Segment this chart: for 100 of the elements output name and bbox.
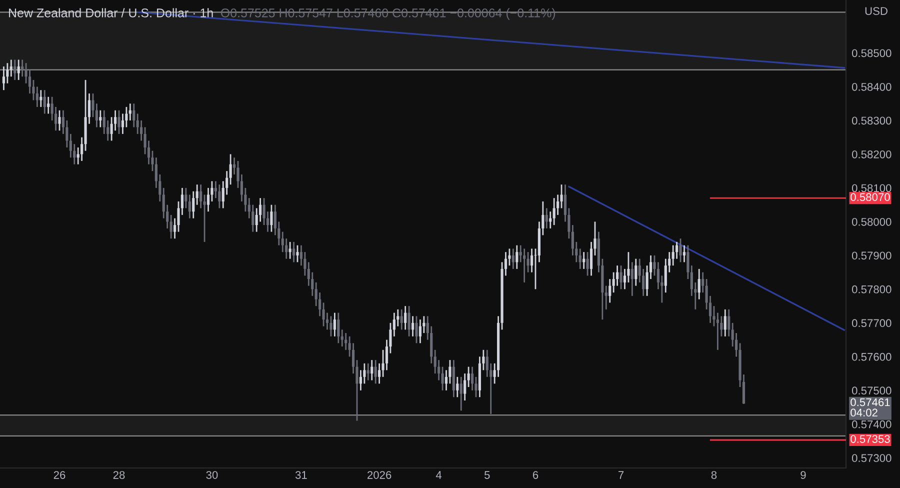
candlestick [400,308,403,330]
y-tick-label: 0.57900 [852,252,892,260]
y-tick-label: 0.58100 [852,184,892,192]
y-tick-label: 0.57600 [852,352,892,361]
x-tick-label: 5 [484,471,490,479]
candlestick [623,268,626,290]
y-tick-label: 0.58000 [852,218,892,226]
candlestick [418,318,422,344]
text: 0.57461 [850,398,890,406]
candlestick [608,278,612,304]
ref-line-label: 0.58070 [850,193,890,202]
y-axis-title: USD [865,7,888,15]
candlestick [192,190,195,220]
candlestick [682,244,686,263]
candlestick [630,261,634,297]
candlestick [21,59,24,78]
y-tick-label: 0.57800 [852,285,892,294]
candlestick [415,315,418,344]
candlestick [218,184,221,209]
candlestick [460,376,462,412]
candlestick [36,86,38,108]
candlestick [10,59,12,78]
candlestick [326,312,329,330]
x-tick-label: 4 [436,471,442,479]
x-tick-label: 30 [206,471,218,479]
y-tick-label: 0.57400 [852,420,892,428]
candlestick [95,102,98,128]
candlestick [370,359,374,381]
candlestick [698,268,700,300]
candlestick [288,241,292,260]
candlestick [620,264,622,290]
candlestick [14,59,16,81]
candlestick [28,69,32,94]
candlestick [2,66,6,91]
candlestick [292,241,296,263]
candlestick [118,110,120,135]
candlestick [188,194,191,220]
candlestick [444,369,448,392]
candlestick [229,154,232,186]
candlestick [43,89,46,114]
candlestick [200,184,202,209]
candlestick [404,305,407,330]
candlestick [47,96,50,114]
candlestick [99,110,102,128]
candlestick [333,312,336,338]
candlestick [523,248,526,284]
y-tick-label: 0.58500 [852,49,892,58]
candlestick [526,251,530,273]
candlestick [170,214,172,240]
y-tick-label: 0.57700 [852,319,892,328]
candlestick [467,366,470,388]
candlestick [132,102,136,128]
candlestick [452,359,455,398]
text: 04:02 [850,408,878,417]
candlestick [516,244,518,270]
candlestick [330,315,332,338]
x-tick-label: 7 [618,471,624,479]
candlestick [196,184,198,206]
candlestick [17,59,20,81]
candlestick [604,285,608,310]
candlestick [672,244,674,266]
ref-line-label: 0.57353 [850,435,890,443]
candlestick [545,207,548,230]
x-tick-label: 26 [54,471,66,479]
y-tick-label: 0.57500 [852,386,892,395]
candlestick [464,372,466,402]
candlestick [716,312,720,351]
x-tick-label: 8 [711,471,717,479]
candlestick [578,248,582,270]
y-tick-label: 0.58200 [852,150,892,158]
y-tick-label: 0.57300 [852,454,892,462]
candlestick [408,305,410,338]
candlestick [470,366,474,392]
candlestick [512,248,514,270]
x-tick-label: 2026 [368,471,392,479]
candlestick [184,187,188,209]
candlestick [378,362,381,384]
candlestick [590,241,593,276]
x-tick-label: 31 [295,471,307,479]
candlestick [366,362,370,381]
candlestick [340,328,344,348]
candlestick [634,258,638,286]
candlestick [206,187,210,212]
candlestick [296,244,299,263]
candlestick [552,197,556,226]
candlestick [586,251,589,276]
candlestick [728,308,730,338]
x-tick-label: 9 [800,471,806,479]
candlestick [724,308,726,338]
y-tick-label: 0.58300 [852,116,892,125]
x-tick-label: 6 [532,471,538,479]
x-tick-label: 28 [113,471,125,479]
y-tick-label: 0.58400 [852,82,892,91]
candlestick [456,376,459,398]
candlestick [337,312,340,344]
candlestick [411,315,414,338]
candlestick [270,204,273,232]
candlestick [679,238,682,263]
candlestick [374,359,377,384]
candlestick [530,248,534,273]
